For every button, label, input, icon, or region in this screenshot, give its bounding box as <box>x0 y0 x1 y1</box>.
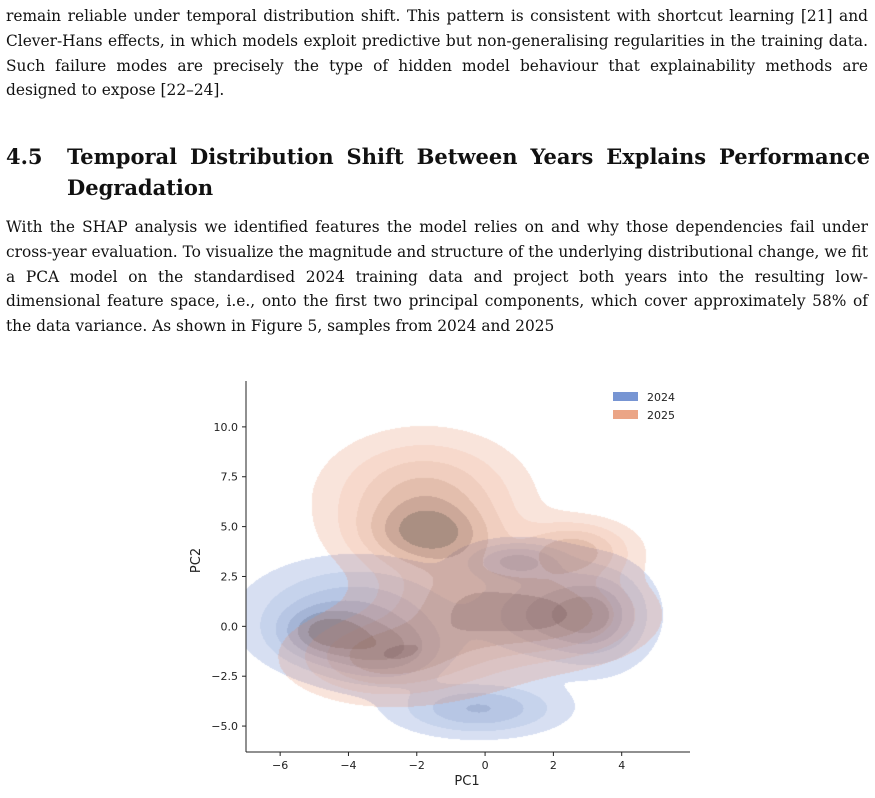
figure-kde-plot: −6 −4 −2 0 2 4−5.0−2.50.02.55.07.510.0PC1PC2 … <box>189 381 690 789</box>
x-tick-label: 0 <box>482 759 489 772</box>
y-axis-label: PC2 <box>189 548 204 573</box>
y-tick-label: 10.0 <box>214 421 239 434</box>
legend-label-2025: 2025 <box>647 409 675 422</box>
legend: 2024 2025 <box>613 391 675 422</box>
y-tick-label: −5.0 <box>211 720 238 733</box>
density-contours <box>246 381 690 752</box>
section-title: Temporal Distribution Shift Between Year… <box>67 144 870 200</box>
x-tick-label: −6 <box>272 759 288 772</box>
section-heading: 4.5 Temporal Distribution Shift Between … <box>6 141 870 203</box>
y-tick-label: 2.5 <box>221 570 239 583</box>
y-tick-label: 7.5 <box>221 471 239 484</box>
x-tick-label: −2 <box>409 759 425 772</box>
legend-label-2024: 2024 <box>647 391 675 404</box>
density-image <box>246 381 690 752</box>
x-tick-label: 4 <box>618 759 625 772</box>
section-number: 4.5 <box>6 144 43 169</box>
legend-swatch-2024 <box>613 392 638 401</box>
paragraph-before: remain reliable under temporal distribut… <box>6 7 868 100</box>
x-axis-label: PC1 <box>454 774 479 789</box>
x-tick-label: 2 <box>550 759 557 772</box>
legend-swatch-2025 <box>613 410 638 419</box>
y-tick-label: 5.0 <box>221 521 239 534</box>
plot-axes: −6 −4 −2 0 2 4 −5.0 −2.5 0.0 2.5 5.0 7.5 10.0 PC1 PC2 <box>189 381 690 789</box>
y-tick-label: 0.0 <box>221 620 239 633</box>
x-tick-label: −4 <box>340 759 356 772</box>
y-tick-label: −2.5 <box>211 670 238 683</box>
paragraph-after: With the SHAP analysis we identified fea… <box>6 218 868 336</box>
